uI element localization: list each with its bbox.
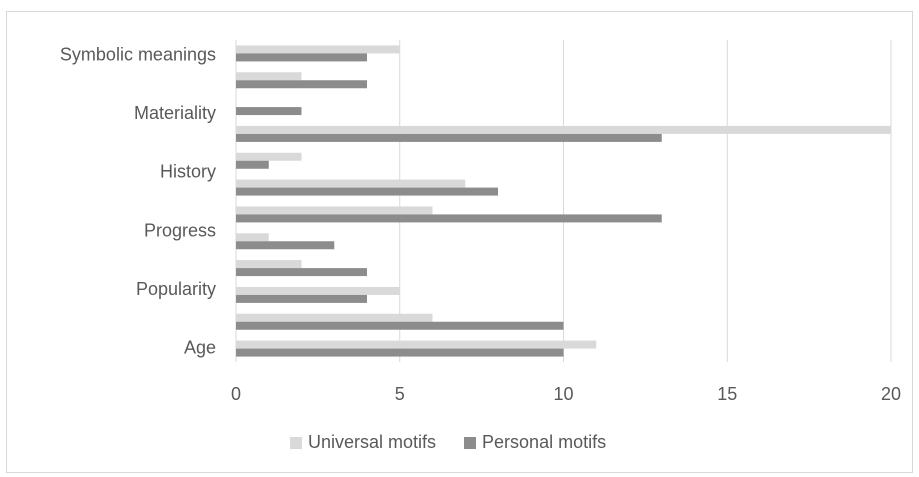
bar-personal — [236, 348, 564, 357]
legend-label-universal: Universal motifs — [308, 432, 437, 452]
bar-universal — [236, 260, 302, 269]
bar-universal — [236, 340, 597, 349]
category-label: Popularity — [136, 279, 216, 299]
chart-frame — [6, 11, 913, 473]
legend: Universal motifs Personal motifs — [290, 432, 606, 453]
bar-universal — [236, 152, 302, 161]
bar-universal — [236, 313, 433, 322]
x-tick-label: 15 — [717, 384, 737, 404]
bar-personal — [236, 241, 335, 250]
bar-personal — [236, 214, 662, 223]
category-label: Materiality — [134, 103, 216, 123]
x-tick-label: 10 — [553, 384, 573, 404]
bar-universal — [236, 72, 302, 81]
bar-universal — [236, 286, 400, 295]
category-label: Progress — [144, 220, 216, 240]
category-label: Age — [184, 337, 216, 357]
x-tick-label: 5 — [395, 384, 405, 404]
x-tick-label: 0 — [231, 384, 241, 404]
bar-personal — [236, 133, 662, 142]
bar-personal — [236, 160, 269, 169]
bar-personal — [236, 107, 302, 116]
x-tick-label: 20 — [881, 384, 901, 404]
bar-universal — [236, 179, 466, 188]
legend-item-personal: Personal motifs — [464, 432, 606, 453]
legend-item-universal: Universal motifs — [290, 432, 436, 453]
bar-universal — [236, 125, 891, 134]
bar-personal — [236, 187, 498, 196]
category-label: History — [160, 162, 216, 182]
category-label: Symbolic meanings — [60, 45, 216, 65]
bar-personal — [236, 294, 367, 303]
bar-universal — [236, 206, 433, 215]
bar-personal — [236, 80, 367, 89]
bar-universal — [236, 233, 269, 242]
legend-swatch-personal — [464, 436, 477, 449]
bar-universal — [236, 45, 400, 54]
legend-label-personal: Personal motifs — [482, 432, 607, 452]
bar-personal — [236, 321, 564, 330]
bar-personal — [236, 53, 367, 62]
legend-swatch-universal — [290, 436, 302, 449]
bar-personal — [236, 268, 367, 277]
